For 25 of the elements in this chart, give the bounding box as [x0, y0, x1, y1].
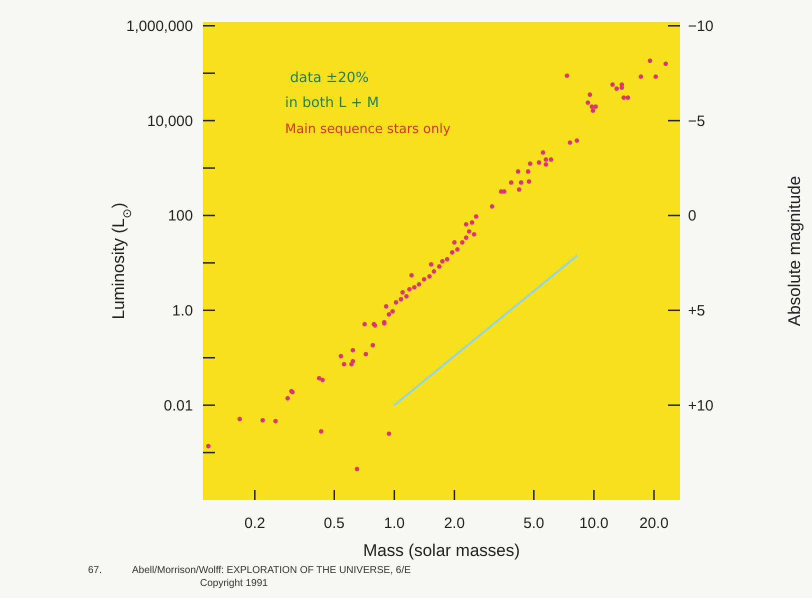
x-tick-label: 0.2 [244, 515, 266, 532]
y-tick-label: 1,000,000 [126, 18, 193, 36]
y-tick-label: 100 [168, 208, 193, 225]
x-tick-label: 10.0 [579, 515, 609, 532]
y2-tick-label: −10 [688, 18, 714, 36]
y2-tick-label: +5 [688, 302, 706, 320]
annotation: data ±20% [290, 70, 369, 86]
x-tick-label: 2.0 [444, 515, 465, 532]
text: Copyright 1991 [200, 578, 268, 589]
y-tick-label: 1.0 [172, 302, 193, 320]
y2-tick-label: 0 [688, 208, 696, 225]
y-tick-label: 10,000 [147, 112, 193, 130]
y2-tick-label: +10 [688, 397, 714, 414]
x-tick-label: 5.0 [523, 515, 544, 532]
y-tick-label: 0.01 [164, 397, 193, 414]
x-axis-title: Mass (solar masses) [363, 541, 520, 560]
y2-tick-label: −5 [688, 112, 706, 130]
y2-axis-title: Absolute magnitude [785, 176, 804, 326]
annotation: in both L + M [285, 95, 379, 111]
text: 67. [88, 565, 102, 576]
annotation: Main sequence stars only [285, 122, 451, 137]
x-tick-label: 0.5 [324, 515, 345, 532]
text: Abell/Morrison/Wolff: EXPLORATION OF THE UNIVERSE, 6/E [132, 565, 412, 576]
x-tick-label: 20.0 [639, 515, 669, 532]
x-tick-label: 1.0 [384, 515, 405, 532]
